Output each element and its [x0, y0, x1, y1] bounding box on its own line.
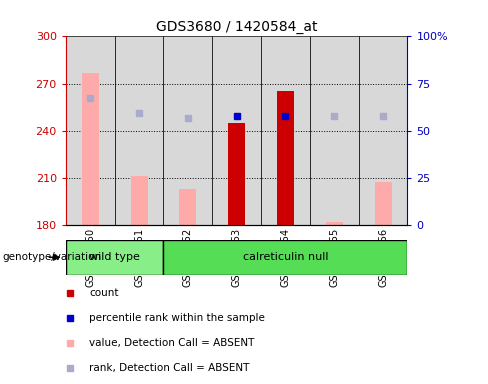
Bar: [131, 176, 148, 225]
Bar: [163, 240, 407, 275]
Text: count: count: [89, 288, 119, 298]
Bar: [261, 36, 310, 225]
Bar: [228, 123, 245, 225]
Text: percentile rank within the sample: percentile rank within the sample: [89, 313, 265, 323]
Bar: [66, 36, 115, 225]
Bar: [180, 189, 196, 225]
Bar: [326, 222, 343, 225]
Bar: [375, 182, 391, 225]
Text: wild type: wild type: [89, 252, 140, 262]
Bar: [359, 36, 407, 225]
Bar: [163, 36, 212, 225]
Bar: [277, 91, 294, 225]
Text: value, Detection Call = ABSENT: value, Detection Call = ABSENT: [89, 338, 255, 348]
Bar: [82, 73, 99, 225]
Bar: [310, 36, 359, 225]
Title: GDS3680 / 1420584_at: GDS3680 / 1420584_at: [156, 20, 317, 34]
Text: calreticulin null: calreticulin null: [243, 252, 328, 262]
Bar: [115, 36, 163, 225]
Bar: [212, 36, 261, 225]
Bar: [66, 240, 163, 275]
Text: rank, Detection Call = ABSENT: rank, Detection Call = ABSENT: [89, 362, 250, 373]
Text: genotype/variation: genotype/variation: [2, 252, 102, 262]
